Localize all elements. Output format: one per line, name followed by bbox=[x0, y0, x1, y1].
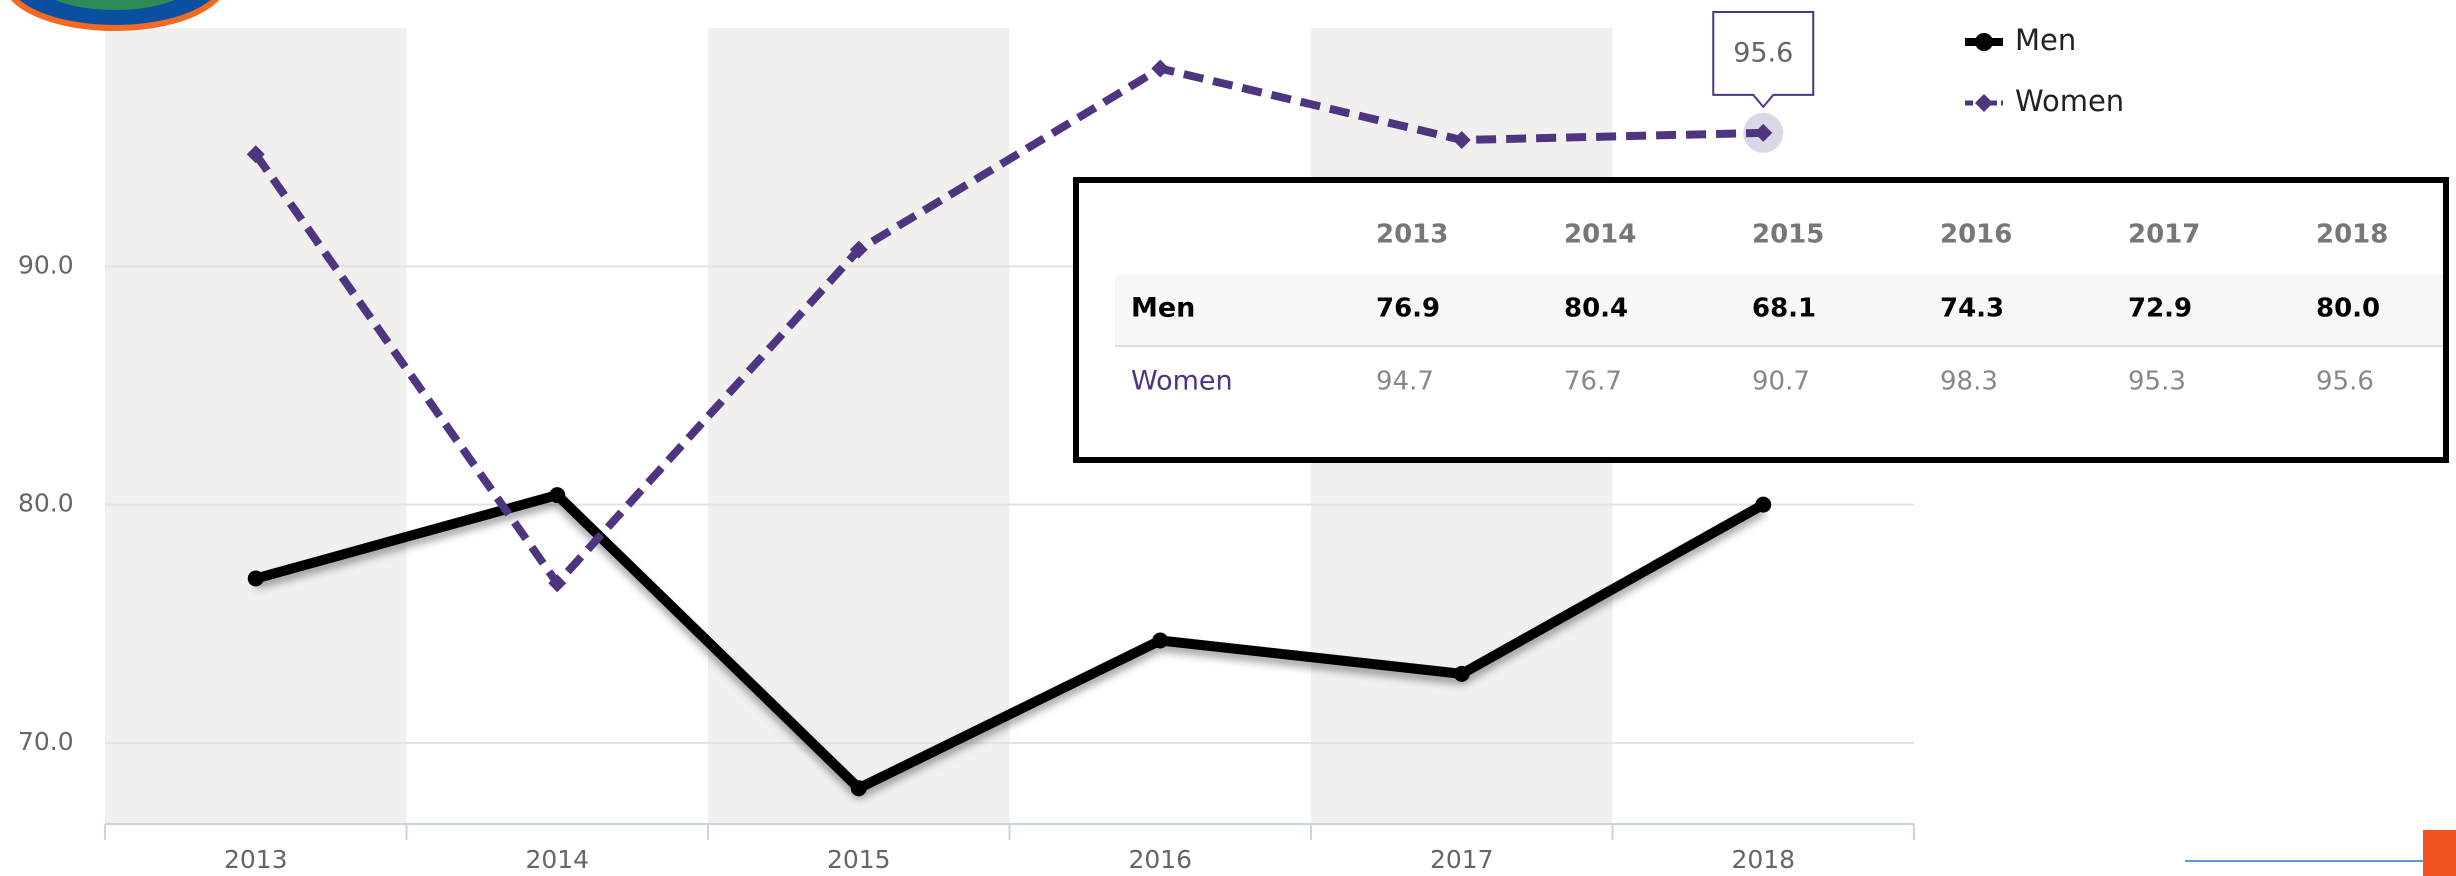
table-cell: 76.7 bbox=[1564, 367, 1622, 397]
table-header: 2018 bbox=[2316, 220, 2388, 250]
point-marker bbox=[849, 240, 868, 259]
legend-marker bbox=[1975, 94, 1993, 112]
table-cell: 94.7 bbox=[1376, 367, 1434, 397]
logo-shape bbox=[10, 0, 220, 31]
point-marker bbox=[1151, 59, 1170, 78]
point-marker bbox=[549, 487, 566, 504]
table-cell: 80.0 bbox=[2316, 294, 2380, 324]
table-cell: 95.3 bbox=[2128, 367, 2186, 397]
table-row-label: Women bbox=[1131, 366, 1233, 397]
table-header: 2017 bbox=[2128, 220, 2200, 250]
logo bbox=[10, 0, 220, 31]
table-cell: 80.4 bbox=[1564, 294, 1628, 324]
x-tick-label: 2016 bbox=[1128, 845, 1192, 874]
table-cell: 68.1 bbox=[1752, 294, 1816, 324]
table-row-label: Men bbox=[1131, 293, 1195, 324]
point-marker bbox=[548, 574, 567, 593]
point-marker bbox=[246, 145, 265, 164]
x-tick-label: 2018 bbox=[1731, 845, 1795, 874]
point-marker bbox=[850, 780, 867, 797]
table-cell: 90.7 bbox=[1752, 367, 1810, 397]
tooltip-box bbox=[1712, 11, 1815, 109]
table-header: 2014 bbox=[1564, 220, 1636, 250]
y-tick-label: 90.0 bbox=[18, 250, 74, 279]
y-tick-label: 80.0 bbox=[18, 489, 74, 518]
x-tick-label: 2013 bbox=[224, 845, 288, 874]
x-tick-label: 2015 bbox=[827, 845, 891, 874]
x-tick-label: 2017 bbox=[1430, 845, 1494, 874]
point-marker bbox=[1152, 632, 1169, 649]
point-marker bbox=[247, 570, 264, 587]
table-cell: 74.3 bbox=[1940, 294, 2004, 324]
table-header: 2016 bbox=[1940, 220, 2012, 250]
table-row-bg bbox=[1115, 274, 2443, 346]
point-marker bbox=[1754, 123, 1773, 142]
band bbox=[708, 28, 1010, 824]
point-marker bbox=[1755, 496, 1772, 513]
table-cell: 76.9 bbox=[1376, 294, 1440, 324]
table-header: 2013 bbox=[1376, 220, 1448, 250]
corner-block bbox=[2423, 830, 2456, 876]
hover-halo bbox=[1743, 112, 1784, 153]
series-line bbox=[252, 64, 1764, 588]
legend-marker bbox=[1975, 33, 1993, 51]
tooltip-text: 95.6 bbox=[1733, 38, 1793, 69]
point-marker bbox=[1452, 131, 1471, 150]
table-cell: 98.3 bbox=[1940, 367, 1998, 397]
table-cell: 95.6 bbox=[2316, 367, 2374, 397]
x-tick-label: 2014 bbox=[525, 845, 589, 874]
logo-shape bbox=[55, 0, 175, 10]
point-marker bbox=[1453, 665, 1470, 682]
y-tick-label: 70.0 bbox=[18, 727, 74, 756]
table-header: 2015 bbox=[1752, 220, 1824, 250]
table-cell: 72.9 bbox=[2128, 294, 2192, 324]
legend-label: Men bbox=[2015, 23, 2076, 57]
legend-label: Women bbox=[2015, 84, 2124, 118]
